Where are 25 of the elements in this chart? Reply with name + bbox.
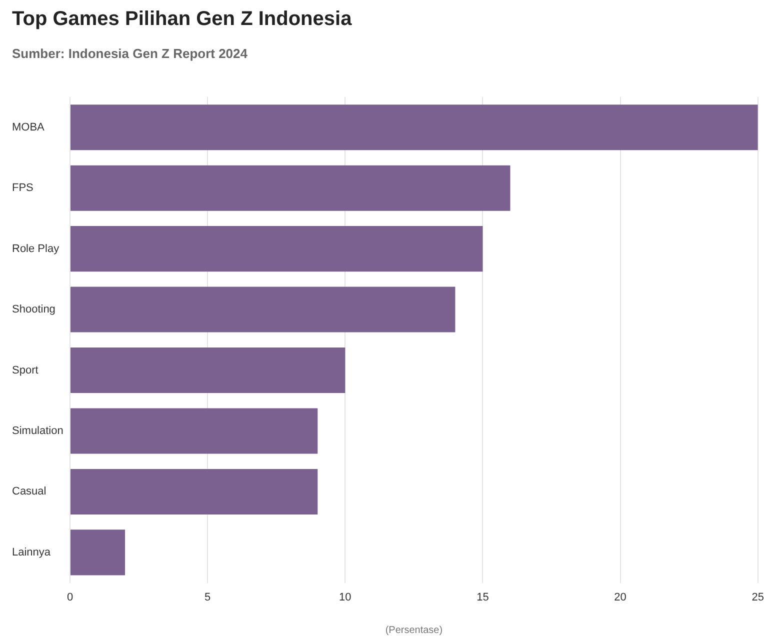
bar	[70, 408, 318, 454]
y-tick-label: Sport	[12, 364, 38, 376]
x-tick-label: 10	[339, 591, 352, 604]
y-tick-label: MOBA	[12, 121, 46, 134]
bar	[70, 530, 126, 576]
y-tick-label: Shooting	[12, 304, 56, 316]
chart-title: Top Games Pilihan Gen Z Indonesia	[12, 8, 352, 31]
bar	[70, 165, 510, 211]
chart-subtitle: Sumber: Indonesia Gen Z Report 2024	[12, 46, 248, 61]
y-tick-label: Simulation	[12, 425, 64, 438]
x-tick-label: 20	[614, 591, 626, 604]
x-tick-label: 15	[476, 591, 489, 604]
x-tick-label: 5	[204, 591, 211, 604]
x-tick-label: 0	[66, 591, 74, 604]
bar	[70, 286, 456, 332]
y-tick-label: Lainnya	[12, 546, 52, 558]
bar	[70, 104, 758, 150]
x-tick-label: 25	[752, 591, 764, 604]
x-axis-title: (Persentase)	[385, 624, 443, 636]
bar	[70, 468, 318, 514]
y-tick-label: Casual	[12, 486, 46, 498]
y-tick-label: FPS	[12, 182, 34, 194]
y-tick-label: Role Play	[12, 242, 60, 255]
bar	[70, 226, 483, 272]
bar	[70, 347, 346, 394]
